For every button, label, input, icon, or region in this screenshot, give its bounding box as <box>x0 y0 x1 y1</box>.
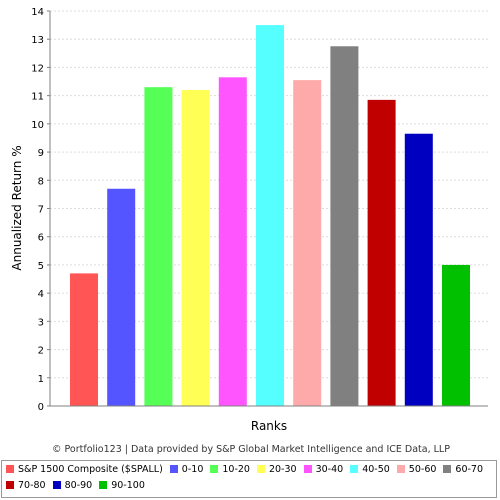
legend-label: 30-40 <box>315 464 344 475</box>
y-tick-label: 8 <box>38 176 44 187</box>
legend-swatch <box>303 465 312 473</box>
legend-label: 60-70 <box>455 464 484 475</box>
y-tick-label: 4 <box>38 289 44 300</box>
chart-legend: S&P 1500 Composite ($SPALL) 0-10 10-20 20-3… <box>1 460 497 498</box>
bar-50-60 <box>293 80 322 406</box>
legend-item: 70-80 <box>6 480 46 492</box>
legend-item: S&P 1500 Composite ($SPALL) <box>6 464 163 476</box>
y-tick-label: 12 <box>31 63 44 74</box>
y-tick-label: 3 <box>38 317 44 328</box>
y-axis-label: Annualized Return % <box>10 145 24 270</box>
legend-item: 50-60 <box>396 464 437 476</box>
y-tick-label: 14 <box>31 7 44 18</box>
legend-label: 80-90 <box>64 480 93 491</box>
legend-label: 40-50 <box>362 464 390 475</box>
legend-label: 50-60 <box>408 464 437 475</box>
bar-30-40 <box>218 77 247 406</box>
y-tick-label: 0 <box>38 402 44 413</box>
legend-label: 70-80 <box>18 480 46 491</box>
legend-label: 0-10 <box>181 464 204 475</box>
legend-swatch <box>443 465 452 473</box>
bar-70-80 <box>367 99 396 406</box>
legend-item: 40-50 <box>350 464 390 476</box>
bar-s-p-1500-composite-spall <box>70 273 98 406</box>
legend-swatch <box>6 465 14 473</box>
legend-label: 10-20 <box>222 464 250 475</box>
legend-swatch <box>350 465 359 473</box>
legend-label: 90-100 <box>111 480 145 491</box>
y-tick-label: 11 <box>31 92 44 103</box>
legend-item: 20-30 <box>256 464 297 476</box>
legend-swatch <box>99 481 108 489</box>
y-tick-label: 7 <box>38 205 44 216</box>
legend-label: 20-30 <box>268 464 297 475</box>
legend-swatch <box>6 481 14 489</box>
x-axis-label: Ranks <box>251 419 287 433</box>
y-tick-label: 6 <box>38 233 44 244</box>
legend-item: 60-70 <box>443 464 483 476</box>
legend-item: 10-20 <box>210 464 250 476</box>
legend-swatch <box>210 465 219 473</box>
legend-swatch <box>169 465 178 473</box>
bars <box>70 25 470 407</box>
y-tick-label: 13 <box>31 35 44 46</box>
y-tick-label: 5 <box>38 261 44 272</box>
bar-90-100 <box>442 264 470 406</box>
legend-item: 30-40 <box>303 464 344 476</box>
legend-item: 80-90 <box>52 480 93 492</box>
bar-10-20 <box>144 87 173 406</box>
legend-swatch <box>396 465 405 473</box>
y-tick-label: 9 <box>38 148 44 159</box>
legend-swatch <box>256 465 265 473</box>
bar-40-50 <box>256 25 284 406</box>
bar-20-30 <box>181 90 210 406</box>
bar-0-10 <box>107 188 136 406</box>
legend-item: 0-10 <box>169 464 204 476</box>
bar-80-90 <box>404 133 433 406</box>
legend-swatch <box>52 481 61 489</box>
legend-label: S&P 1500 Composite ($SPALL) <box>18 464 163 475</box>
bar-60-70 <box>330 46 359 407</box>
legend-item: 90-100 <box>99 480 145 492</box>
y-tick-label: 1 <box>38 374 44 385</box>
footnote: © Portfolio123 | Data provided by S&P Gl… <box>52 444 450 455</box>
y-tick-label: 10 <box>31 120 44 131</box>
y-tick-label: 2 <box>38 346 44 357</box>
